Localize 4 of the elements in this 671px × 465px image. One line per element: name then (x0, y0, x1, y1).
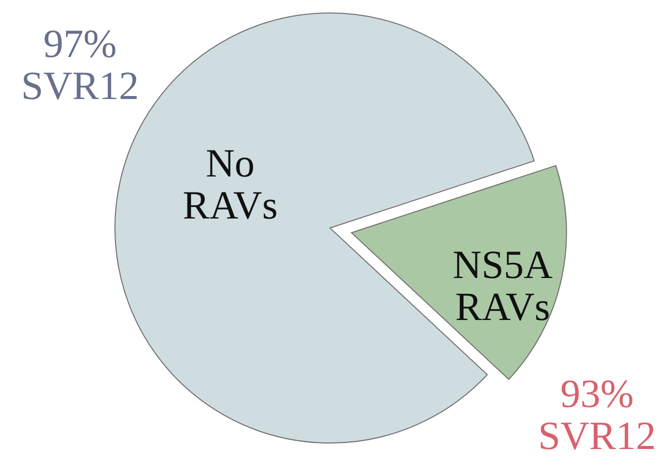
slice-label: NS5A RAVs (452, 242, 553, 329)
text: 93% SVR12 (538, 371, 656, 458)
slice-label: No RAVs (182, 140, 278, 228)
text: 97% SVR12 (21, 21, 139, 108)
